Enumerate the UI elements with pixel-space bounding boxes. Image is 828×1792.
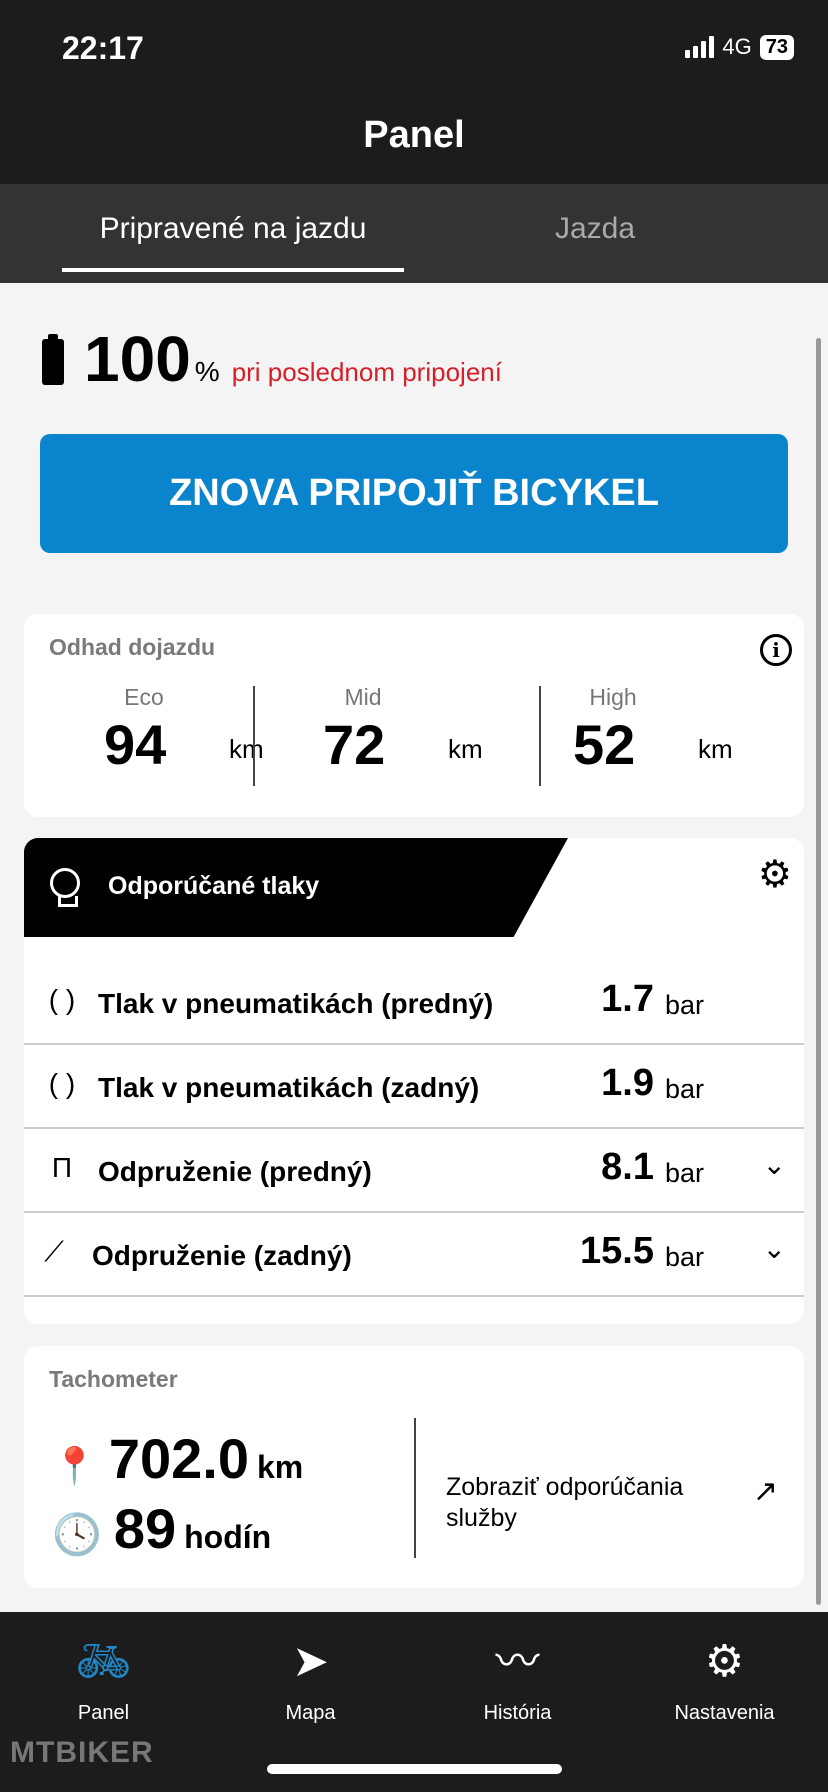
row-unit: bar [665,1158,705,1188]
navigation-arrow-icon: ➤ [292,1637,329,1686]
range-value: 52 [573,713,636,776]
distance-unit: km [256,1449,304,1485]
row-label: Tlak v pneumatikách (predný) [98,988,494,1019]
bottom-nav: 🚲︎ Panel ➤ Mapa 〰 História ⚙ Nastavenia [0,1612,828,1792]
nav-label: História [483,1702,552,1724]
range-value: 72 [323,713,386,776]
ride-hours: 🕓 89 hodín [52,1496,271,1561]
divider [414,1418,416,1558]
row-label: Odpruženie (zadný) [92,1240,352,1271]
top-bar: 22:17 4G 73 Panel [0,0,828,184]
mode-label: Mid [344,684,382,710]
tachometer-card: Tachometer 📍 702.0 km 🕓 89 hodín Zobraziť od… [24,1346,804,1588]
hours-unit: hodín [184,1519,272,1555]
page-title: Panel [363,114,465,156]
row-value: 1.7 [601,978,654,1020]
mode-label: Eco [124,684,164,710]
tab-bar: Pripravené na jazdu Jazda [0,184,828,283]
divider [253,686,255,786]
info-icon[interactable]: i [760,634,792,666]
row-value: 1.9 [601,1062,654,1104]
range-unit: km [448,734,483,764]
nav-map[interactable]: ➤ Mapa [207,1634,414,1725]
row-label: Tlak v pneumatikách (zadný) [98,1072,480,1103]
mode-label: High [589,684,637,710]
range-unit: km [698,734,733,764]
chevron-down-icon[interactable]: ⌄ [762,1233,786,1264]
nav-label: Mapa [285,1702,336,1724]
row-unit: bar [665,990,705,1020]
fork-icon: Π [51,1152,73,1183]
nav-label: Panel [77,1702,130,1724]
battery-percent: 100 [84,323,191,395]
watermark-logo: MTBIKER [10,1736,154,1769]
row-unit: bar [665,1242,705,1272]
status-icons: 4G 73 [685,34,794,60]
location-pin-icon: 📍 [52,1445,97,1486]
tab-ride[interactable]: Jazda [554,212,636,245]
distance-value: 702.0 [108,1427,249,1490]
pressure-row: ( ) Tlak v pneumatikách (predný) 1.7 bar [24,962,804,1045]
clock-icon: 🕓 [52,1513,102,1557]
bike-icon: 🚲︎ [75,1637,132,1686]
reconnect-bike-button[interactable]: ZNOVA PRIPOJIŤ BICYKEL [40,434,788,553]
nav-label: Nastavenia [674,1702,775,1724]
row-label: Odpruženie (predný) [98,1156,372,1187]
service-recommendations-link[interactable]: Zobraziť odporúčania služby [446,1473,684,1532]
range-value: 94 [104,713,167,776]
tire-icon: ( ) [48,984,76,1015]
battery-status: 100 % pri poslednom pripojení [42,322,502,396]
card-title: Odporúčané tlaky [108,872,320,900]
battery-note: pri poslednom pripojení [231,357,502,387]
nav-history[interactable]: 〰 História [414,1634,621,1725]
row-unit: bar [665,1074,705,1104]
hours-value: 89 [113,1497,177,1560]
range-high: High 52 km [513,684,763,784]
percent-sign: % [194,356,220,387]
trend-icon: 〰 [495,1637,540,1686]
nav-settings[interactable]: ⚙ Nastavenia [621,1634,828,1725]
tire-icon: ( ) [48,1068,76,1099]
pressure-row[interactable]: ⟋ Odpruženie (zadný) 15.5 bar ⌄ [24,1214,804,1297]
gauge-icon [50,868,80,907]
network-label: 4G [722,34,752,59]
range-mid: Mid 72 km [263,684,513,784]
gear-icon: ⚙ [704,1637,745,1686]
row-value: 15.5 [580,1230,654,1272]
row-value: 8.1 [601,1146,654,1188]
battery-icon [42,334,64,385]
divider [539,686,541,786]
range-estimate-card: Odhad dojazdu i Eco 94 km Mid 72 km High 52 km [24,614,804,817]
scrollbar[interactable] [816,338,821,1605]
chevron-down-icon[interactable]: ⌄ [762,1149,786,1180]
nav-panel[interactable]: 🚲︎ Panel [0,1634,207,1725]
odometer: 📍 702.0 km [52,1426,303,1491]
range-unit: km [229,734,264,764]
status-time: 22:17 [62,30,144,66]
pressures-card: Odporúčané tlaky ⚙ ( ) Tlak v pneumatikác… [24,838,804,1324]
pressure-row: ( ) Tlak v pneumatikách (zadný) 1.9 bar [24,1046,804,1129]
card-title: Tachometer [49,1366,178,1392]
tab-ready[interactable]: Pripravené na jazdu [99,212,367,245]
pressures-header: Odporúčané tlaky [24,838,568,937]
battery-icon: 73 [759,34,794,60]
shock-icon: ⟋ [44,1236,64,1267]
range-eco: Eco 94 km [44,684,294,784]
card-title: Odhad dojazdu [49,634,216,660]
tab-indicator [62,268,404,272]
pressure-row[interactable]: Π Odpruženie (predný) 8.1 bar ⌄ [24,1130,804,1213]
external-link-icon[interactable]: ↗ [752,1475,778,1508]
gear-icon[interactable]: ⚙ [757,854,792,896]
home-indicator[interactable] [267,1764,562,1774]
signal-icon [685,36,715,58]
